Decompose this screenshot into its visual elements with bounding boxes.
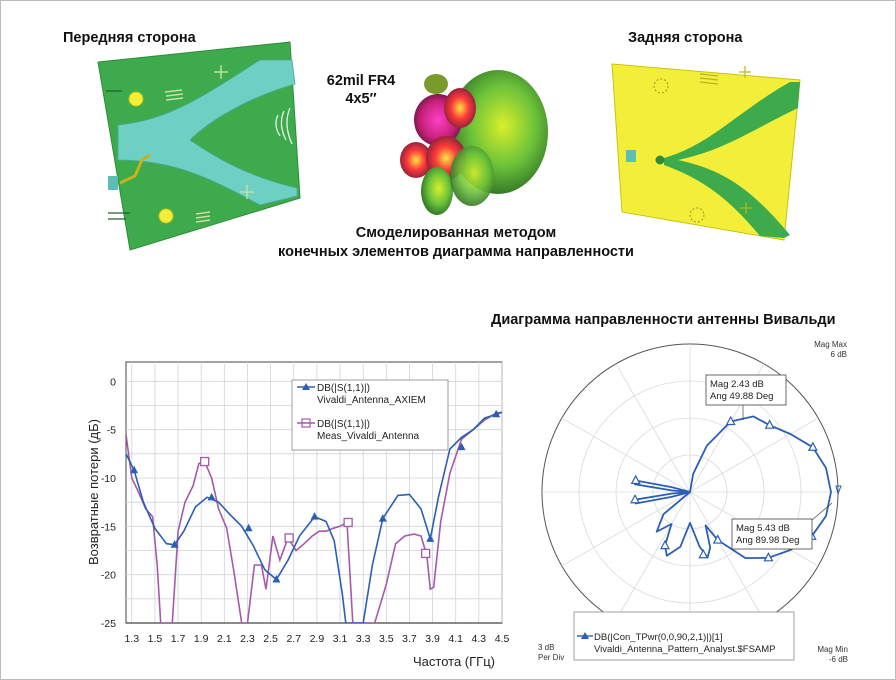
y-tick-label: -25: [101, 618, 116, 630]
polar-legend-label-2: Vivaldi_Antenna_Pattern_Analyst.$FSAMP: [594, 644, 776, 655]
measured-point: [420, 548, 431, 559]
polar-spoke: [561, 417, 691, 493]
legend-simulated-label-2: Vivaldi_Antenna_AXIEM: [317, 395, 426, 406]
mag-max-label-2: 6 dB: [831, 350, 847, 359]
back-side-label: Задняя сторона: [628, 30, 743, 46]
x-tick-label: 3.9: [425, 633, 440, 645]
x-tick-label: 3.1: [333, 633, 348, 645]
x-tick-label: 1.5: [148, 633, 163, 645]
polar-grid: [542, 344, 838, 640]
y-tick-label: -10: [101, 473, 116, 485]
polar-chart-title: Диаграмма направленности антенны Вивальд…: [491, 312, 836, 328]
polar-spoke: [561, 491, 691, 567]
x-tick-label: 2.1: [217, 633, 232, 645]
polar-point: [630, 474, 641, 485]
simulated-point: [244, 523, 253, 532]
simulation-caption-line2: конечных элементов диаграмма направленно…: [278, 244, 634, 260]
return-loss-x-ticks: 1.3 1.5 1.7 1.9 2.1 2.3 2.5 2.7 2.9 3.1 3.3 3.5 3.7 3…: [124, 633, 509, 645]
annotation-2-ang: Ang 89.98 Deg: [736, 535, 799, 546]
legend-measured-label-2: Meas_Vivaldi_Antenna: [317, 431, 420, 442]
x-tick-label: 3.3: [356, 633, 371, 645]
polar-edge-marker: [835, 485, 842, 496]
simulation-caption-line1: Смоделированная методом: [355, 225, 557, 241]
polar-spoke: [615, 491, 691, 621]
x-tick-label: 1.9: [194, 633, 209, 645]
3d-radiation-pattern: [400, 70, 548, 215]
front-side-label: Передняя сторона: [63, 30, 196, 46]
polar-pattern-chart: Mag 2.43 dB Ang 49.88 Deg Mag 5.43 dB An…: [538, 340, 848, 664]
polar-annotation-1: Mag 2.43 dB Ang 49.88 Deg: [705, 374, 787, 420]
return-loss-series: [126, 409, 502, 623]
annotation-1-mag: Mag 2.43 dB: [710, 379, 764, 390]
polar-legend-marker: [581, 632, 589, 639]
simulated-point: [272, 575, 281, 583]
legend-measured-marker: [301, 418, 311, 428]
polar-point: [630, 493, 641, 504]
return-loss-chart: 0 -5 -10 -15 -20 -25 1.3 1.5 1.7 1.9 2.1 2.3 2.5 2.7…: [86, 361, 509, 669]
polar-spoke: [689, 491, 765, 621]
x-tick-label: 2.5: [263, 633, 278, 645]
x-tick-label: 1.3: [124, 633, 139, 645]
simulated-point: [378, 514, 387, 522]
x-tick-label: 3.7: [402, 633, 417, 645]
mag-min-label-1: Mag Min: [817, 645, 848, 654]
y-tick-label: 0: [110, 376, 116, 388]
x-tick-label: 2.3: [240, 633, 255, 645]
polar-point: [763, 552, 774, 562]
x-tick-label: 4.3: [472, 633, 487, 645]
polar-point: [659, 539, 670, 550]
mag-max-label-1: Mag Max: [814, 340, 847, 349]
return-loss-y-ticks: 0 -5 -10 -15 -20 -25: [101, 376, 116, 630]
mag-min-label-2: -6 dB: [829, 655, 848, 664]
x-tick-label: 4.5: [495, 633, 510, 645]
y-tick-label: -5: [107, 425, 116, 437]
polar-point: [764, 419, 775, 429]
polar-legend: DB(|Con_TPwr(0,0,90,2,1)|)[1] Vivaldi_An…: [573, 611, 795, 661]
annotation-1-ang: Ang 49.88 Deg: [710, 391, 773, 402]
simulated-point: [457, 442, 466, 451]
legend-measured-label-1: DB(|S(1,1)|): [317, 419, 370, 430]
legend-simulated-label-1: DB(|S(1,1)|): [317, 383, 370, 394]
x-tick-label: 2.9: [310, 633, 325, 645]
polar-annotation-2: Mag 5.43 dB Ang 89.98 Deg: [731, 502, 833, 550]
simulated-point: [130, 465, 139, 474]
return-loss-y-label: Возвратные потери (дБ): [86, 419, 101, 565]
simulated-point: [207, 492, 216, 501]
polar-spoke: [615, 363, 691, 493]
y-tick-label: -15: [101, 521, 116, 533]
x-tick-label: 1.7: [171, 633, 186, 645]
front-pcb-illustration: [97, 41, 301, 251]
board-size-label: 4x5″: [345, 91, 377, 107]
polar-point: [725, 415, 736, 426]
x-tick-label: 2.7: [286, 633, 301, 645]
simulated-point: [310, 512, 319, 520]
polar-legend-label-1: DB(|Con_TPwr(0,0,90,2,1)|)[1]: [594, 632, 722, 643]
polar-spoke: [689, 417, 819, 493]
x-tick-label: 3.5: [379, 633, 394, 645]
measured-point: [200, 456, 210, 467]
back-pcb-illustration: [611, 63, 801, 241]
return-loss-x-label: Частота (ГГц): [413, 654, 495, 669]
polar-point: [698, 548, 709, 559]
measured-point: [343, 517, 353, 528]
board-material-label: 62mil FR4: [326, 73, 396, 89]
measured-point: [284, 533, 294, 543]
polar-point: [712, 534, 723, 544]
per-div-label-1: 3 dB: [538, 643, 554, 652]
simulated-point: [426, 534, 435, 542]
polar-point: [807, 441, 818, 451]
per-div-label-2: Per Div: [538, 653, 564, 662]
return-loss-legend: DB(|S(1,1)|) Vivaldi_Antenna_AXIEM DB(|S…: [291, 379, 449, 451]
simulated-point: [492, 409, 501, 418]
legend-simulated-marker: [302, 383, 310, 390]
polar-series: [630, 415, 842, 562]
y-tick-label: -20: [101, 570, 116, 582]
annotation-2-mag: Mag 5.43 dB: [736, 523, 790, 534]
x-tick-label: 4.1: [448, 633, 463, 645]
simulated-series-line: [126, 411, 502, 623]
simulated-point: [170, 540, 179, 548]
